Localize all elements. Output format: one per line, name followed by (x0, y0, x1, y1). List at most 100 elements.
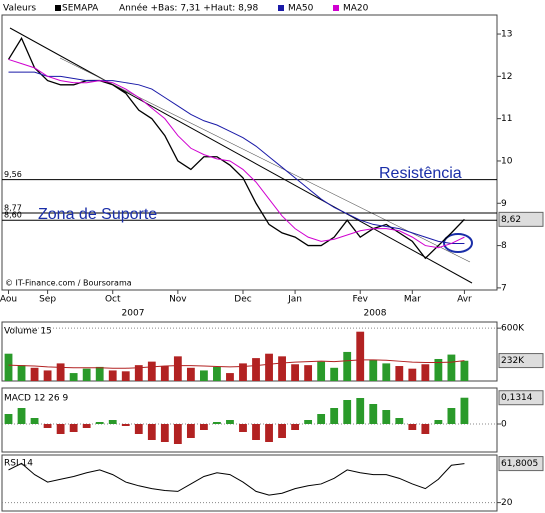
annotation: Resistência (379, 165, 462, 182)
last-value-box (498, 353, 544, 369)
macd-bar (434, 420, 443, 424)
volume-panel (1, 321, 498, 382)
volume-bar (317, 361, 326, 381)
legend-label: MA50 (288, 4, 314, 14)
volume-bar (43, 370, 52, 381)
last-value-box (498, 211, 544, 227)
x-tick-label: Nov (169, 295, 187, 305)
volume-bar (147, 361, 156, 381)
x-tick-label: Mar (404, 295, 421, 305)
last-value-box (498, 456, 544, 472)
moving-average-line (8, 71, 465, 244)
legend-label: SEMAPA (62, 4, 99, 14)
y-tick-label: 13 (501, 30, 512, 40)
volume-bar (395, 366, 404, 381)
price-line (7, 36, 465, 260)
y-tick-label: 11 (501, 114, 512, 124)
macd-bar (239, 424, 247, 432)
volume-bar (278, 356, 286, 381)
highlight-ellipse (443, 233, 473, 253)
volume-bar (226, 373, 234, 381)
trend-line (9, 27, 473, 284)
y-tick-label: 12 (501, 72, 512, 82)
volume-bar (265, 353, 273, 381)
x-tick-label: Dec (234, 295, 251, 305)
macd-bar (356, 398, 365, 424)
macd-bar (460, 397, 469, 424)
volume-bar (239, 363, 247, 381)
x-tick-label: Avr (457, 295, 472, 305)
legend-swatch (278, 5, 284, 11)
volume-bar (17, 365, 26, 381)
volume-bar (4, 353, 13, 381)
volume-bar (186, 367, 195, 381)
macd-bar (17, 408, 26, 424)
macd-bar (121, 424, 130, 426)
y-tick-label: 7 (501, 283, 507, 293)
level-label: 8,77 (4, 204, 22, 213)
y-tick-label: 0 (501, 420, 507, 430)
macd-bar (213, 422, 221, 424)
macd-bar (186, 424, 195, 438)
source-credit: © IT-Finance.com / Boursorama (5, 279, 132, 288)
volume-bar (291, 364, 299, 381)
volume-bar (252, 358, 260, 381)
macd-bar (330, 408, 339, 424)
macd-bar (265, 424, 273, 442)
macd-bar (395, 418, 404, 424)
volume-bar (408, 368, 417, 381)
legend-swatch (333, 5, 339, 11)
macd-bar (291, 424, 299, 430)
macd-bar (200, 424, 208, 430)
header-range: Année +Bas: 7,31 +Haut: 8,98 (119, 3, 258, 14)
volume-bar (421, 364, 430, 381)
x-tick-label: Sep (39, 295, 56, 305)
last-value-label: 61,8005 (501, 459, 538, 469)
volume-bar (30, 367, 39, 381)
volume-bar (447, 354, 456, 381)
level-label: 8,60 (4, 211, 22, 220)
macd-bar (30, 418, 39, 424)
last-value-box (498, 390, 544, 406)
y-tick-label: 20 (501, 498, 513, 508)
macd-bar (4, 414, 13, 424)
macd-bar (421, 424, 430, 434)
x-tick-label: Oct (105, 295, 121, 305)
x-tick-label: Jan (287, 295, 302, 305)
volume-bar (356, 331, 365, 381)
legend-swatch (55, 5, 61, 11)
macd-bar (447, 408, 456, 424)
x-tick-label: Aou (0, 295, 17, 305)
volume-bar (56, 363, 65, 381)
volume-bar (304, 365, 313, 381)
year-label: 2008 (364, 309, 387, 319)
panel-title: MACD 12 26 9 (4, 394, 68, 404)
volume-bar (95, 366, 104, 381)
last-value-label: 8,62 (501, 215, 521, 225)
macd-bar (252, 424, 260, 440)
volume-bar (160, 366, 169, 381)
macd-bar (278, 424, 286, 438)
y-tick-label: 600K (501, 324, 525, 334)
y-tick-label: 10 (501, 156, 513, 166)
panel-title: Volume 15 (4, 327, 52, 337)
price-panel (1, 14, 498, 291)
volume-bar (460, 360, 469, 381)
y-tick-label: 8 (501, 241, 507, 251)
level-label: 9,56 (4, 170, 22, 179)
last-value-label: 0,1314 (501, 393, 533, 403)
header-title: Valeurs (3, 4, 36, 14)
macd-bar (43, 424, 52, 428)
volume-average-line (8, 359, 465, 369)
volume-bar (369, 359, 378, 381)
volume-bar (213, 366, 221, 381)
annotation: Zona de Suporte (38, 206, 157, 223)
volume-bar (200, 370, 208, 381)
macd-bar (160, 424, 169, 442)
moving-average-line (8, 58, 465, 249)
macd-bar (304, 420, 313, 424)
macd-bar (317, 414, 326, 424)
macd-bar (369, 404, 378, 424)
macd-bar (108, 420, 117, 424)
